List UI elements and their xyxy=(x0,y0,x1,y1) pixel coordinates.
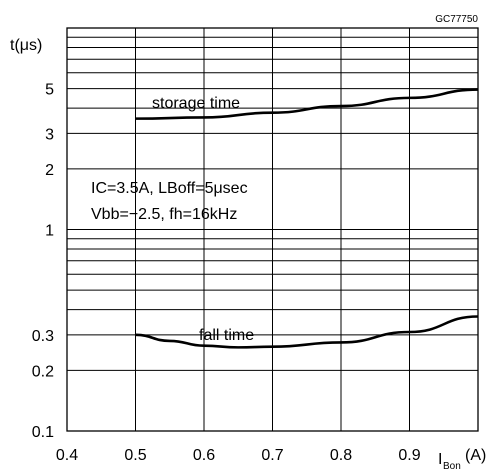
series-label: storage time xyxy=(152,95,240,112)
curves: storage time fall time xyxy=(135,88,479,349)
x-axis-label-sub: Bon xyxy=(443,461,461,472)
y-tick-label: 0.3 xyxy=(32,328,54,345)
condition-line-2: Vbb=−2.5, fh=16kHz xyxy=(91,206,237,223)
x-axis-label-unit: (A) xyxy=(465,447,486,464)
y-tick-label: 2 xyxy=(45,162,54,179)
x-tick-label: 0.9 xyxy=(398,447,420,464)
condition-line-1: IC=3.5A, LBoff=5μsec xyxy=(91,180,248,197)
code-label: GC77750 xyxy=(435,14,478,25)
y-tick-label: 0.1 xyxy=(32,424,54,441)
y-axis-label: t(μs) xyxy=(10,37,42,54)
series-line-fall-time xyxy=(135,315,479,349)
plot-frame xyxy=(66,27,479,432)
series-line-storage-time xyxy=(135,88,479,120)
y-tick-label: 0.2 xyxy=(32,363,54,380)
x-tick-label: 0.8 xyxy=(330,447,352,464)
series-label: fall time xyxy=(199,327,254,344)
x-tick-label: 0.4 xyxy=(56,447,78,464)
labels: GC77750 t(μs) IC=3.5A, LBoff=5μsec Vbb=−… xyxy=(10,14,486,472)
x-tick-label: 0.7 xyxy=(261,447,283,464)
x-axis-label-main: I xyxy=(438,451,442,468)
grid xyxy=(67,28,478,431)
x-tick-label: 0.6 xyxy=(193,447,215,464)
x-tick-label: 0.5 xyxy=(124,447,146,464)
y-tick-label: 1 xyxy=(45,223,54,240)
tick-labels: 0.4 0.5 0.6 0.7 0.8 0.9 5 3 2 1 0.3 0.2 0.1 xyxy=(32,82,421,464)
y-tick-label: 5 xyxy=(45,82,54,99)
y-tick-label: 3 xyxy=(45,126,54,143)
